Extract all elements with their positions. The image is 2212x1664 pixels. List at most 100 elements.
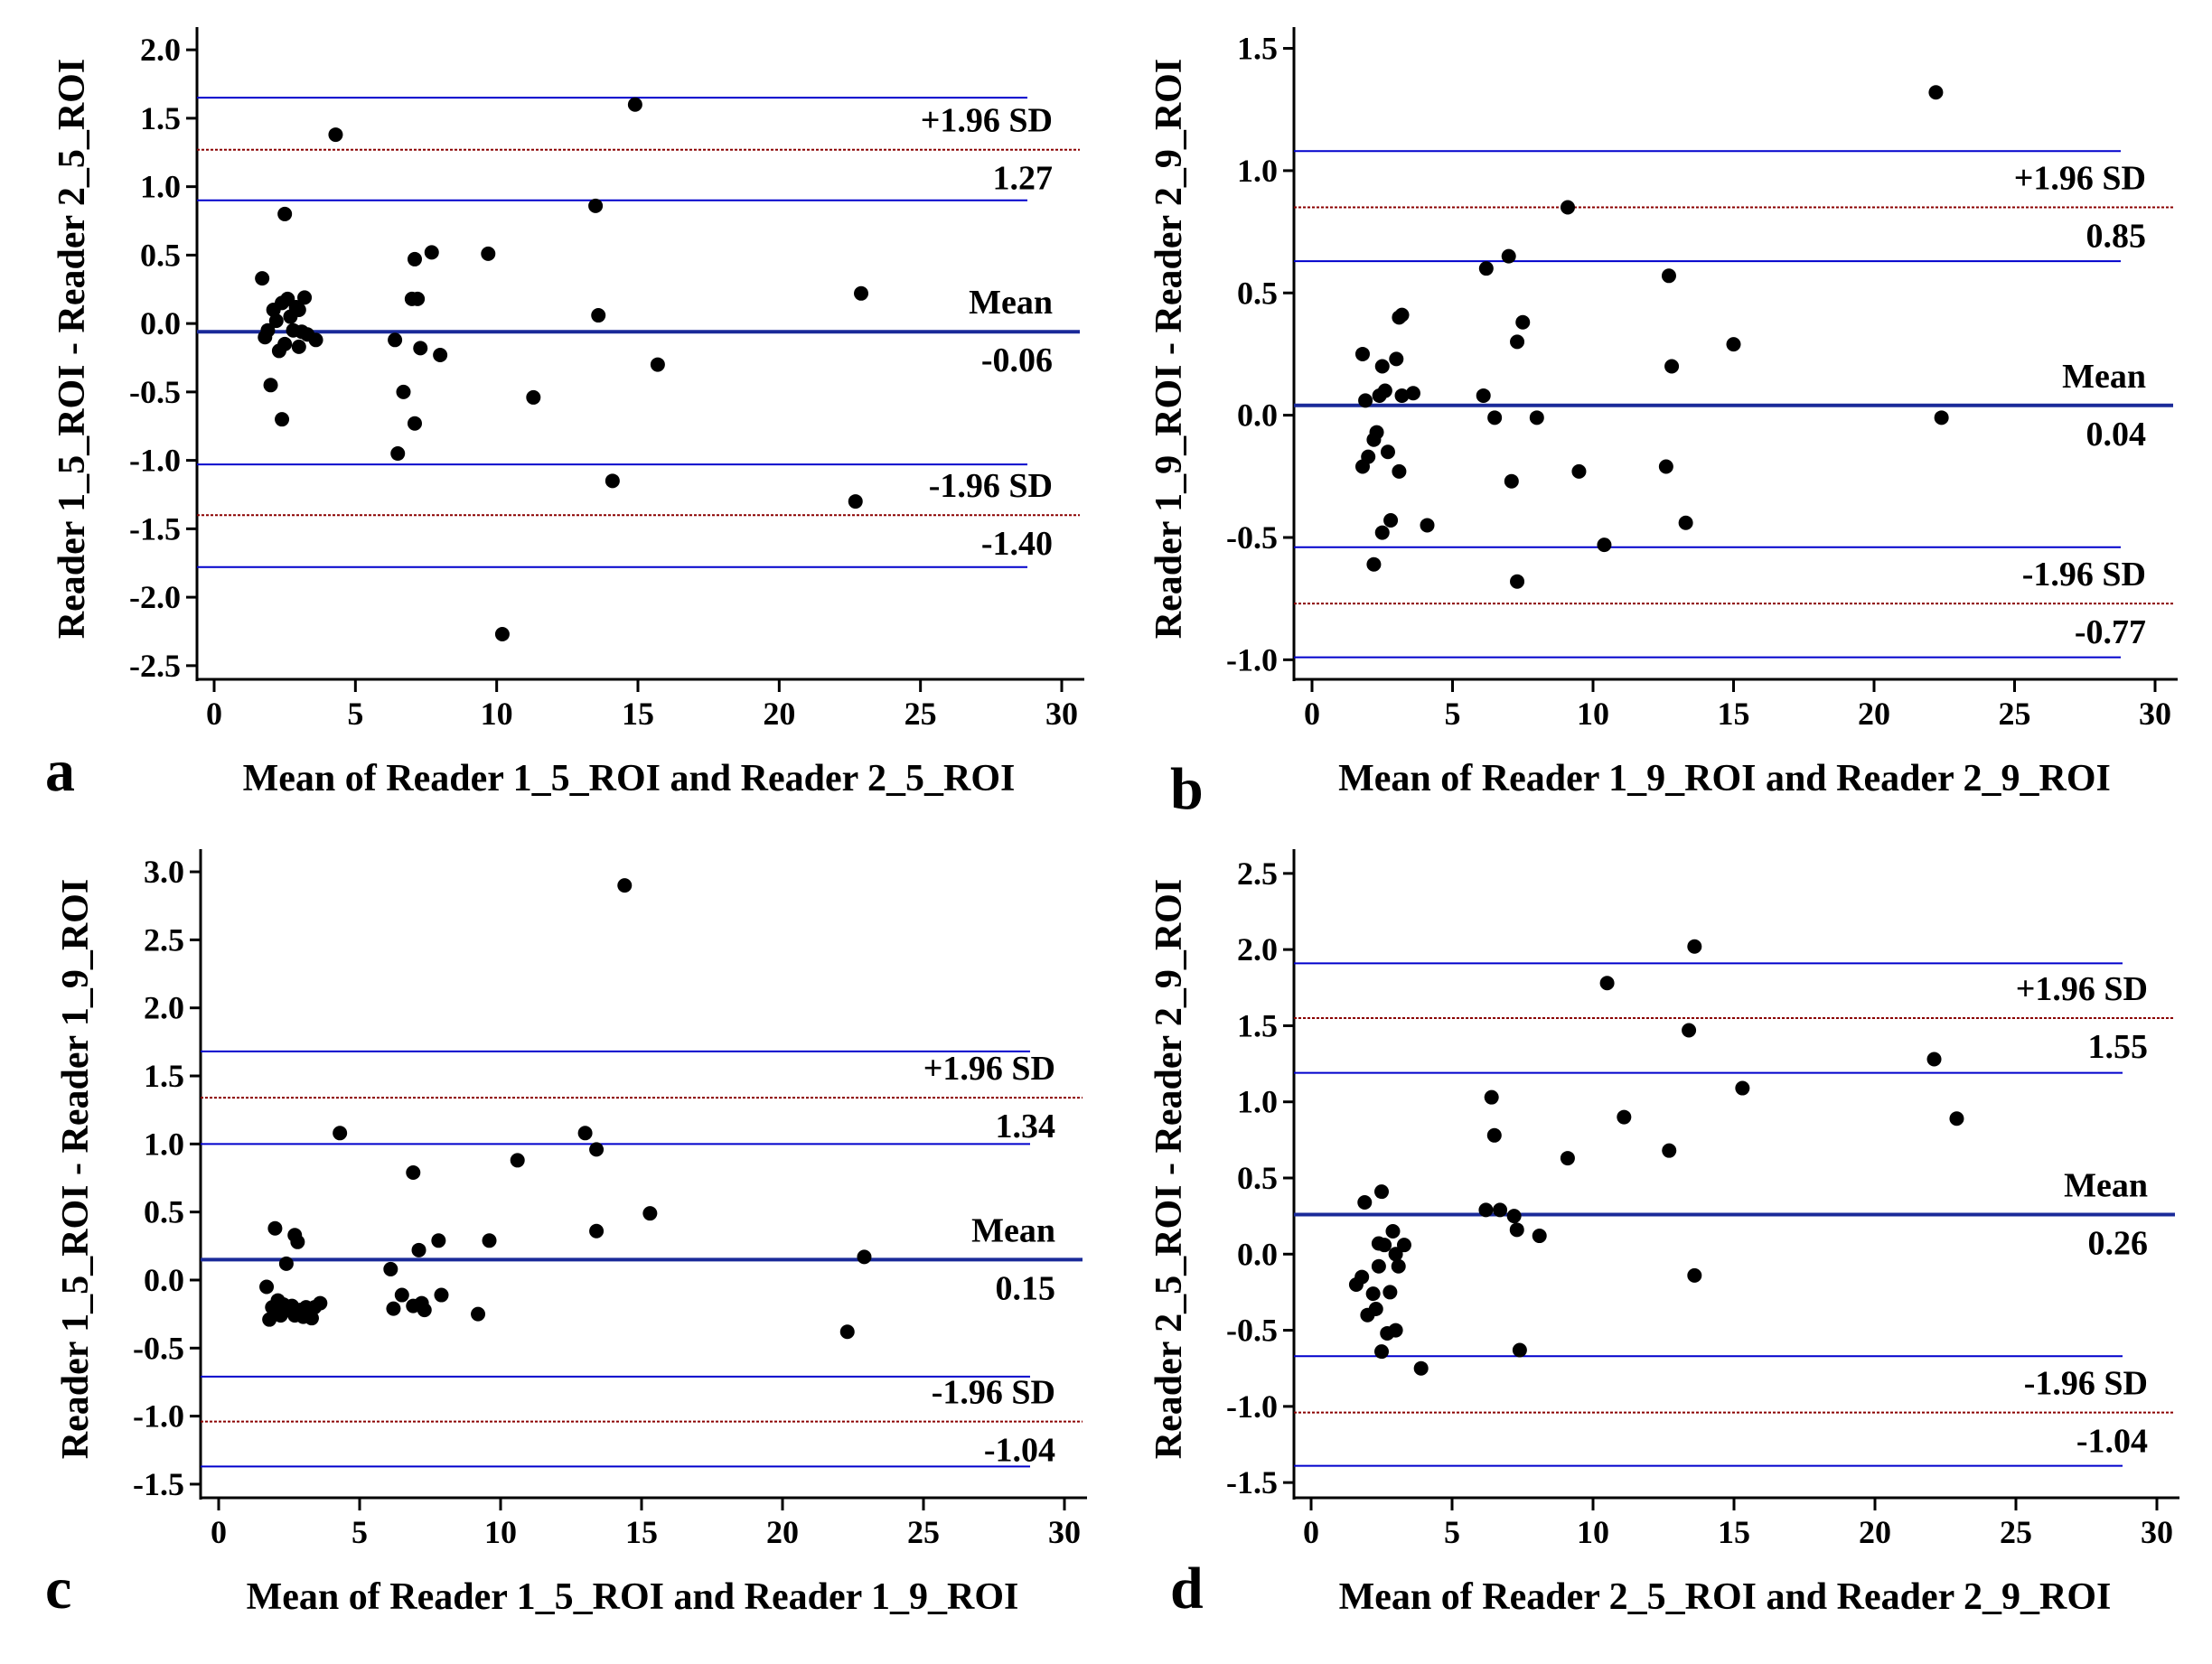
panel-c-data-point [267,1220,283,1236]
panel-d-data-point [1365,1286,1381,1302]
panel-c-data-point [406,1164,421,1180]
panel-a-data-point [526,389,541,405]
panel-a-data-point [433,347,448,362]
panel-b-upper-label: +1.96 SD [2014,160,2146,198]
panel-c-data-point [642,1206,658,1221]
panel-a-data-point [407,416,422,431]
panel-a-y-tick-label: -0.5 [129,374,181,410]
panel-d: 2.5 2.0 1.5 1.0 0.5 0.0 -0.5 -1.0 -1.5 0 5 10 15 20 25… [1148,849,2179,1622]
panel-d-x-tick-label: 0 [1303,1514,1319,1550]
panel-b-data-point [1380,444,1395,460]
panel-b-y-axis-title: Reader 1_9_ROI - Reader 2_9_ROI [1148,59,1190,639]
panel-b-data-point [1361,449,1376,464]
panel-d-data-point [1560,1151,1575,1166]
panel-d-data-point [1371,1258,1386,1274]
panel-b-data-point [1389,351,1404,367]
panel-b-data-point [1369,425,1384,440]
panel-c-data-point [394,1287,409,1303]
panel-a-y-tick-label: -1.5 [129,510,181,547]
panel-d-lower-value: -1.04 [2076,1423,2148,1461]
panel-d-data-point [1388,1247,1403,1262]
panel-c-data-point [262,1312,277,1327]
panel-c-data-point [290,1234,305,1249]
panel-c-y-tick-label: 2.5 [144,921,184,958]
panel-b-data-point [1571,463,1587,479]
panel-c-data-point [589,1223,605,1239]
panel-a-y-tick-label: 1.0 [140,169,181,205]
panel-c-lower-value: -1.04 [984,1432,1055,1470]
panel-d-data-point [1388,1323,1403,1338]
panel-c-data-point [471,1306,486,1322]
panel-c: 3.0 2.5 2.0 1.5 1.0 0.5 0.0 -0.5 -1.0 -1.5 0 5 10 15 2… [45,849,1087,1622]
panel-a-data-point [291,339,306,354]
panel-a-data-point [424,245,439,260]
panel-a-y-tick-label: -2.5 [129,648,181,684]
panel-a-data-point [481,246,496,261]
panel-a-data-point [277,206,293,221]
panel-d-data-point [1662,1143,1677,1158]
panel-b-x-tick-label: 0 [1304,696,1320,732]
panel-a-y-axis-title: Reader 1_5_ROI - Reader 2_5_ROI [52,59,93,639]
panel-b-y-tick-label: -1.0 [1226,641,1278,678]
panel-b-data-point [1358,393,1373,408]
panel-d-data-point [1374,1344,1389,1360]
panel-a-data-point [275,412,290,427]
panel-d-data-point [1735,1080,1750,1096]
panel-c-letter: c [45,1556,71,1622]
panel-b-x-tick-label: 25 [1999,696,2031,732]
panel-b-data-point [1377,383,1392,398]
panel-a-x-tick-label: 15 [622,696,654,732]
panel-a-lower-value: -1.40 [981,525,1053,563]
panel-b-data-point [1661,268,1676,284]
panel-a-data-point [263,378,278,393]
panel-d-data-point [1484,1089,1499,1105]
panel-b-y-tick-label: -0.5 [1226,519,1278,556]
panel-b-x-tick-label: 5 [1445,696,1461,732]
panel-b-data-point [1515,314,1531,330]
panel-d-data-point [1509,1222,1524,1238]
panel-d-x-tick-label: 5 [1444,1514,1460,1550]
panel-a-x-tick-label: 5 [347,696,363,732]
panel-d-x-tick-label: 10 [1577,1514,1609,1550]
panel-b-data-point [1354,346,1370,361]
panel-d-data-point [1687,939,1702,954]
panel-c-data-point [313,1295,328,1311]
panel-a-x-tick-label: 20 [763,696,795,732]
panel-d-data-point [1391,1258,1406,1274]
panel-b-mean-value: 0.04 [2086,416,2147,453]
panel-c-y-tick-label: 1.0 [144,1126,184,1162]
panel-a-data-point [388,332,403,348]
panel-a-lower-label: -1.96 SD [929,467,1053,505]
panel-b-data-point [1726,337,1741,352]
panel-c-y-tick-label: 0.5 [144,1194,184,1230]
panel-d-data-point [1357,1194,1373,1210]
panel-c-data-point [333,1126,348,1141]
panel-d-y-tick-label: -1.5 [1226,1464,1278,1500]
panel-d-data-point [1493,1202,1508,1218]
panel-a-x-axis-title: Mean of Reader 1_5_ROI and Reader 2_5_RO… [243,758,1016,799]
panel-b-x-tick-label: 15 [1718,696,1750,732]
panel-b-data-point [1392,463,1407,479]
panel-a-x-tick-label: 0 [206,696,222,732]
panel-b-data-point [1510,574,1525,589]
panel-c-data-point [259,1279,275,1295]
panel-b-data-point [1478,261,1494,276]
panel-d-letter: d [1170,1556,1204,1622]
panel-d-data-point [1382,1285,1398,1300]
panel-c-data-point [482,1233,497,1248]
panel-a-data-point [328,127,343,143]
panel-a-data-point [390,446,406,462]
panel-c-mean-label: Mean [971,1211,1055,1249]
panel-a-y-tick-label: 0.5 [140,237,181,273]
panel-d-x-axis-title: Mean of Reader 2_5_ROI and Reader 2_9_RO… [1339,1576,2112,1618]
panel-c-x-tick-label: 10 [484,1514,517,1550]
panel-b-y-tick-label: 1.0 [1237,153,1278,189]
panel-b-y-tick-label: 0.0 [1237,397,1278,434]
panel-c-upper-value: 1.34 [996,1108,1056,1145]
panel-c-y-axis-title: Reader 1_5_ROI - Reader 1_9_ROI [55,879,97,1459]
panel-d-data-point [1599,976,1615,991]
panel-d-y-tick-label: -1.0 [1226,1388,1278,1425]
panel-b-data-point [1664,359,1680,374]
panel-c-data-point [386,1301,401,1316]
panel-b-data-point [1597,538,1612,553]
